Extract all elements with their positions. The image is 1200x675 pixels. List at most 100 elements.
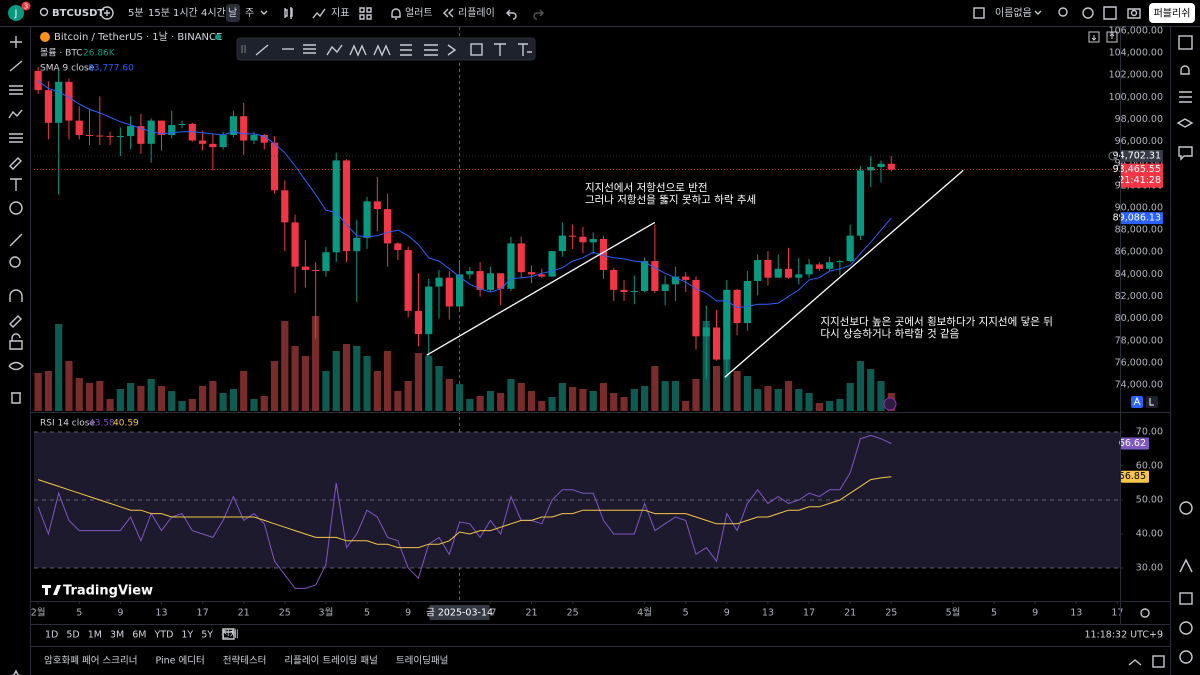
news-icon[interactable] (1179, 621, 1193, 635)
range-button[interactable]: 1D (45, 630, 58, 641)
arrow[interactable] (447, 44, 457, 56)
bottom-tab[interactable]: 전략테스터 (223, 655, 267, 667)
interval[interactable]: 5분 (128, 7, 144, 19)
crosshair-tool[interactable] (10, 36, 22, 48)
fullscreen-icon[interactable] (1103, 6, 1117, 20)
trend-line[interactable] (426, 221, 656, 356)
zoom-tool[interactable] (9, 256, 21, 268)
alert[interactable]: 얼러트 (405, 7, 433, 19)
ideas-icon[interactable] (1179, 501, 1193, 515)
fib-tool[interactable] (9, 85, 23, 95)
pine-icon[interactable] (1179, 558, 1193, 573)
channel[interactable] (303, 44, 316, 54)
interval[interactable]: 날 (228, 7, 237, 19)
layout-icon[interactable] (359, 7, 372, 20)
layout-name[interactable]: 이름없음 (995, 6, 1032, 19)
scroll-up[interactable] (1106, 31, 1118, 43)
x-tick-label: 13 (155, 608, 167, 619)
bottom-tab[interactable]: 트레이딩패널 (396, 656, 448, 667)
undo[interactable] (506, 9, 517, 20)
rsi-end-label: 56.85 (1119, 471, 1146, 482)
maximize-panel[interactable] (1152, 655, 1165, 668)
date-range-icon[interactable] (222, 628, 235, 640)
range-button[interactable]: YTD (153, 630, 173, 641)
volume-bar (281, 321, 289, 411)
brush-tool[interactable] (9, 157, 22, 170)
delete-tool[interactable] (11, 392, 21, 404)
y-tick-label: 30.00 (1136, 563, 1163, 574)
lock-draw-tool[interactable] (9, 315, 22, 328)
log-scale[interactable] (1146, 396, 1158, 408)
measure-tool[interactable] (9, 233, 23, 247)
forecast-tool[interactable] (9, 133, 23, 143)
text-tool[interactable] (10, 178, 22, 191)
range-button[interactable]: 1M (88, 630, 102, 641)
drawing-toolbar-icons (241, 43, 532, 57)
help-icon[interactable] (1179, 650, 1193, 664)
crosshair-label: 금 2025-03-14 (426, 608, 493, 619)
badge (21, 1, 31, 11)
fib[interactable] (400, 44, 412, 56)
trend-line[interactable] (255, 44, 269, 56)
rectangle[interactable] (470, 43, 483, 56)
range-button[interactable]: 3M (110, 630, 124, 641)
bottom-tab[interactable]: 리플레이 트레이딩 패널 (284, 656, 377, 667)
chevron[interactable] (260, 10, 268, 15)
volume-bar (404, 381, 412, 411)
pattern[interactable] (349, 44, 367, 57)
text[interactable] (494, 43, 506, 56)
settings-icon[interactable] (1082, 7, 1094, 19)
add-symbol[interactable] (100, 6, 114, 20)
replay[interactable]: 리플레이 (458, 7, 495, 19)
interval[interactable]: 15분 (148, 7, 170, 19)
chevron[interactable] (1034, 10, 1042, 15)
range-button[interactable]: 전체 (221, 630, 238, 641)
bottom-tab[interactable]: Pine 에디터 (155, 656, 204, 667)
layers-icon[interactable] (1176, 118, 1194, 128)
interval[interactable]: 1시간 (173, 7, 198, 19)
range-button[interactable]: 5D (66, 630, 79, 641)
snapshot-icon[interactable] (1127, 8, 1141, 19)
data-icon[interactable] (1179, 91, 1192, 103)
search-icon[interactable] (1058, 7, 1068, 17)
interval[interactable]: 4시간 (201, 7, 226, 19)
bottom-tab[interactable]: 암호화폐 페어 스크리너 (44, 655, 137, 667)
indicators[interactable]: 지표 (331, 7, 349, 19)
interval[interactable]: 주 (245, 8, 254, 19)
range-button[interactable]: 1Y (181, 630, 193, 641)
countdown: 21:41:28 (1118, 175, 1161, 186)
emoji-tool[interactable] (9, 201, 23, 215)
scroll-down[interactable] (1088, 31, 1100, 43)
pitchfork[interactable] (326, 44, 343, 56)
x-tick-label: 17 (803, 608, 815, 619)
redo[interactable] (533, 9, 544, 20)
hide-tool[interactable] (8, 361, 24, 371)
range-button[interactable]: 6M (132, 630, 146, 641)
collapse-panel[interactable] (1128, 659, 1142, 666)
text-note[interactable] (518, 43, 532, 56)
pattern-tool[interactable] (8, 109, 23, 119)
calendar-icon[interactable] (1179, 592, 1193, 605)
volume-bar (538, 401, 546, 411)
trend-line[interactable] (724, 169, 964, 378)
publish-button[interactable] (1149, 3, 1195, 23)
candle-body (671, 276, 680, 285)
chat-icon[interactable] (1178, 146, 1193, 161)
symbol[interactable]: BTCUSDT (52, 8, 104, 19)
candle-body (497, 273, 505, 289)
checkbox[interactable] (973, 7, 985, 19)
search-icon[interactable] (39, 7, 49, 17)
lock-tool[interactable] (9, 333, 23, 350)
chart-type-icon[interactable] (284, 7, 293, 19)
price-marker[interactable] (1108, 151, 1118, 161)
events-icon[interactable] (883, 397, 897, 411)
elliott[interactable] (373, 44, 391, 57)
avatar[interactable] (8, 5, 24, 21)
watchlist-icon[interactable] (1178, 35, 1193, 50)
alerts-icon[interactable] (1180, 65, 1190, 75)
axis-settings[interactable] (1140, 608, 1150, 618)
range-button[interactable]: 5Y (201, 630, 213, 641)
gann[interactable] (424, 44, 438, 56)
magnet-tool[interactable] (9, 289, 23, 302)
line-tool[interactable] (9, 60, 23, 72)
